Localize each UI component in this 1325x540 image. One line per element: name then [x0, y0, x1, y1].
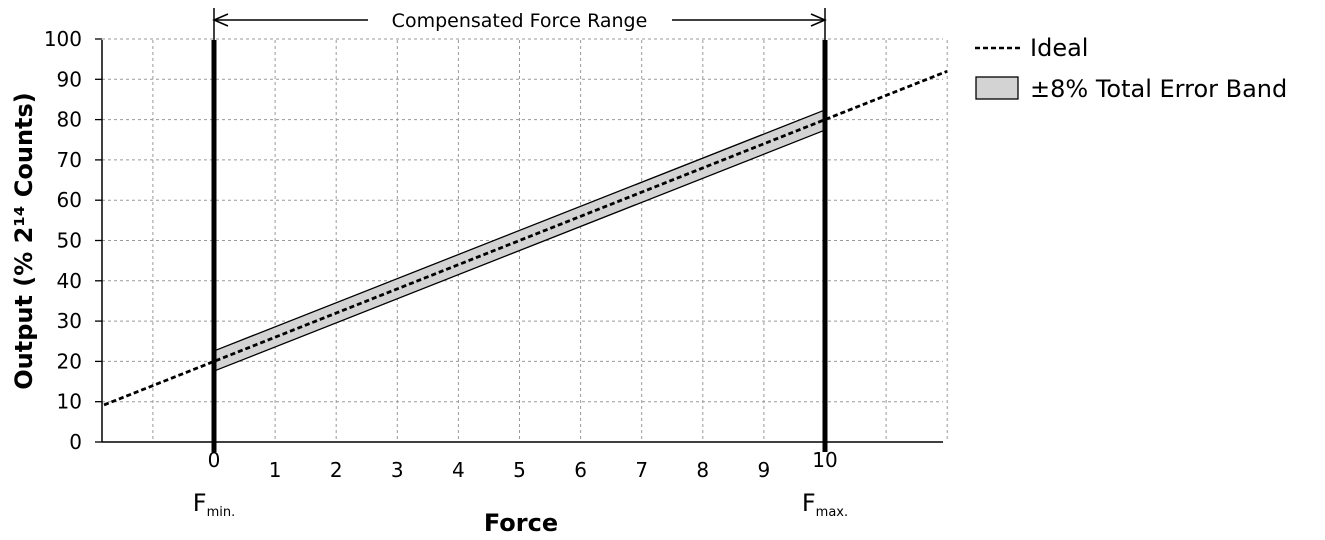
y-tick-label-100: 100: [44, 27, 82, 51]
y-tick-label-60: 60: [57, 188, 82, 212]
f-min-label: Fmin.: [193, 489, 235, 520]
f-max-label-main: F: [802, 489, 816, 517]
x-tick-label-0: 0: [208, 448, 221, 472]
error-band-layer: [213, 109, 826, 372]
compensated-force-range-annotation: Compensated Force Range: [212, 10, 827, 32]
x-tick-label-5: 5: [513, 458, 526, 482]
error-band-lower-edge: [213, 129, 826, 372]
x-axis-title: Force: [484, 509, 558, 537]
range-arrowhead-right: [810, 13, 827, 27]
range-arrowhead-left: [212, 13, 229, 27]
legend: Ideal ±8% Total Error Band: [975, 34, 1287, 103]
x-tick-label-4: 4: [452, 458, 465, 482]
y-tick-label-80: 80: [57, 108, 82, 132]
y-tick-label-40: 40: [57, 269, 82, 293]
legend-band-label: ±8% Total Error Band: [1030, 75, 1287, 103]
f-min-label-sub: min.: [207, 505, 236, 520]
x-tick-label-6: 6: [574, 458, 587, 482]
ideal-line: [103, 69, 948, 407]
x-tick-label-8: 8: [696, 458, 709, 482]
legend-ideal-label: Ideal: [1030, 34, 1088, 62]
range-markers: Fmin. Fmax.: [193, 8, 848, 520]
x-tick-label-1: 1: [269, 458, 282, 482]
x-tick-label-2: 2: [330, 458, 343, 482]
f-max-label-sub: max.: [816, 505, 848, 520]
x-tick-label-3: 3: [391, 458, 404, 482]
legend-band-rest: 8% Total Error Band: [1050, 75, 1287, 103]
legend-band-plusminus: ±: [1030, 75, 1050, 103]
f-min-label-main: F: [193, 489, 207, 517]
f-max-label: Fmax.: [802, 489, 848, 520]
grid: [102, 38, 948, 442]
y-tick-label-90: 90: [57, 67, 82, 91]
y-tick-label-50: 50: [57, 229, 82, 253]
y-axis-title: Output (% 2¹⁴ Counts): [10, 92, 38, 390]
error-band-area: [214, 109, 825, 372]
y-tick-label-30: 30: [57, 309, 82, 333]
y-tick-label-20: 20: [57, 349, 82, 373]
error-band-upper-edge: [213, 109, 826, 352]
x-tick-label-7: 7: [635, 458, 648, 482]
y-tick-label-70: 70: [57, 148, 82, 172]
legend-band-swatch: [975, 76, 1019, 100]
y-tick-label-0: 0: [69, 430, 82, 454]
ideal-line-layer: [103, 69, 948, 407]
y-tick-label-10: 10: [57, 390, 82, 414]
axes: [95, 38, 943, 443]
x-tick-label-9: 9: [758, 458, 771, 482]
range-label: Compensated Force Range: [392, 10, 648, 32]
